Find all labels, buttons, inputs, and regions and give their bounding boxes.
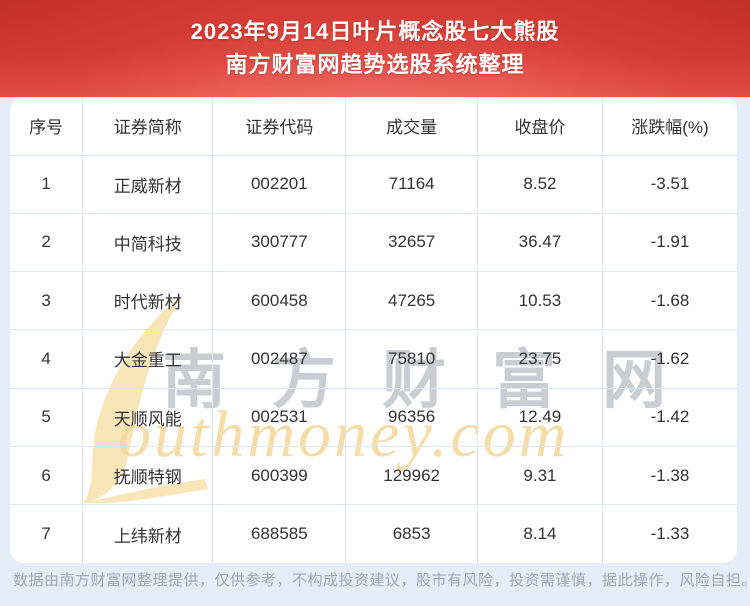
cell-close: 9.31 — [476, 445, 603, 506]
cell-index: 1 — [10, 154, 84, 214]
cell-change: -1.33 — [601, 504, 737, 563]
table-card: 南方财富网 outhmoney.com 序号 证券简称 证券代码 成交量 收盘价… — [10, 97, 737, 563]
column-header-change: 涨跌幅(%) — [601, 97, 737, 156]
cell-name: 大金重工 — [82, 329, 214, 389]
cell-volume: 6853 — [345, 504, 478, 563]
cell-volume: 129962 — [345, 445, 478, 506]
cell-index: 5 — [10, 387, 84, 447]
cell-volume: 32657 — [345, 212, 478, 273]
cell-volume: 96356 — [345, 387, 478, 447]
cell-name: 上纬新材 — [82, 504, 214, 563]
column-header-close: 收盘价 — [476, 97, 603, 156]
cell-change: -1.38 — [601, 445, 737, 506]
table-header-row: 序号 证券简称 证券代码 成交量 收盘价 涨跌幅(%) — [10, 97, 737, 156]
cell-close: 8.52 — [476, 154, 603, 214]
cell-name: 抚顺特钢 — [82, 445, 214, 506]
footer-disclaimer: 数据由南方财富网整理提供，仅供参考，不构成投资建议，股市有风险，投资需谨慎，据此… — [13, 572, 750, 589]
cell-code: 002487 — [212, 329, 347, 389]
table-row: 2 中简科技 300777 32657 36.47 -1.91 — [10, 212, 737, 273]
cell-code: 300777 — [212, 212, 347, 273]
cell-change: -1.62 — [601, 329, 737, 389]
cell-index: 4 — [10, 329, 84, 389]
page-title: 2023年9月14日叶片概念股七大熊股 — [190, 19, 560, 44]
column-header-name: 证券简称 — [82, 97, 214, 156]
cell-code: 688585 — [212, 504, 347, 563]
cell-name: 正威新材 — [82, 154, 214, 214]
stock-table: 序号 证券简称 证券代码 成交量 收盘价 涨跌幅(%) 1 正威新材 00220… — [10, 97, 737, 563]
cell-index: 6 — [10, 445, 84, 506]
cell-close: 23.75 — [476, 329, 603, 389]
cell-close: 12.49 — [476, 387, 603, 447]
cell-name: 天顺风能 — [82, 387, 214, 447]
table-row: 4 大金重工 002487 75810 23.75 -1.62 — [10, 329, 737, 389]
cell-change: -1.91 — [601, 212, 737, 273]
cell-volume: 47265 — [345, 271, 478, 331]
page-subtitle: 南方财富网趋势选股系统整理 — [225, 52, 525, 77]
cell-change: -1.68 — [601, 271, 737, 331]
column-header-volume: 成交量 — [345, 97, 478, 156]
cell-name: 时代新材 — [82, 271, 214, 331]
header-titles: 2023年9月14日叶片概念股七大熊股 南方财富网趋势选股系统整理 — [0, 0, 750, 81]
cell-name: 中简科技 — [82, 212, 214, 273]
cell-change: -3.51 — [601, 154, 737, 214]
table-row: 5 天顺风能 002531 96356 12.49 -1.42 — [10, 387, 737, 447]
cell-code: 002201 — [212, 154, 347, 214]
table-row: 6 抚顺特钢 600399 129962 9.31 -1.38 — [10, 445, 737, 506]
cell-code: 002531 — [212, 387, 347, 447]
header-banner: 2023年9月14日叶片概念股七大熊股 南方财富网趋势选股系统整理 — [0, 0, 750, 97]
cell-close: 8.14 — [476, 504, 603, 563]
cell-volume: 75810 — [345, 329, 478, 389]
cell-close: 10.53 — [476, 271, 603, 331]
cell-index: 7 — [10, 504, 84, 563]
cell-close: 36.47 — [476, 212, 603, 273]
cell-index: 3 — [10, 271, 84, 331]
cell-code: 600458 — [212, 271, 347, 331]
cell-code: 600399 — [212, 445, 347, 506]
cell-volume: 71164 — [345, 154, 478, 214]
cell-change: -1.42 — [601, 387, 737, 447]
cell-index: 2 — [10, 212, 84, 273]
column-header-code: 证券代码 — [212, 97, 347, 156]
column-header-index: 序号 — [10, 97, 84, 156]
table-row: 7 上纬新材 688585 6853 8.14 -1.33 — [10, 504, 737, 563]
table-row: 3 时代新材 600458 47265 10.53 -1.68 — [10, 271, 737, 331]
table-row: 1 正威新材 002201 71164 8.52 -3.51 — [10, 154, 737, 214]
